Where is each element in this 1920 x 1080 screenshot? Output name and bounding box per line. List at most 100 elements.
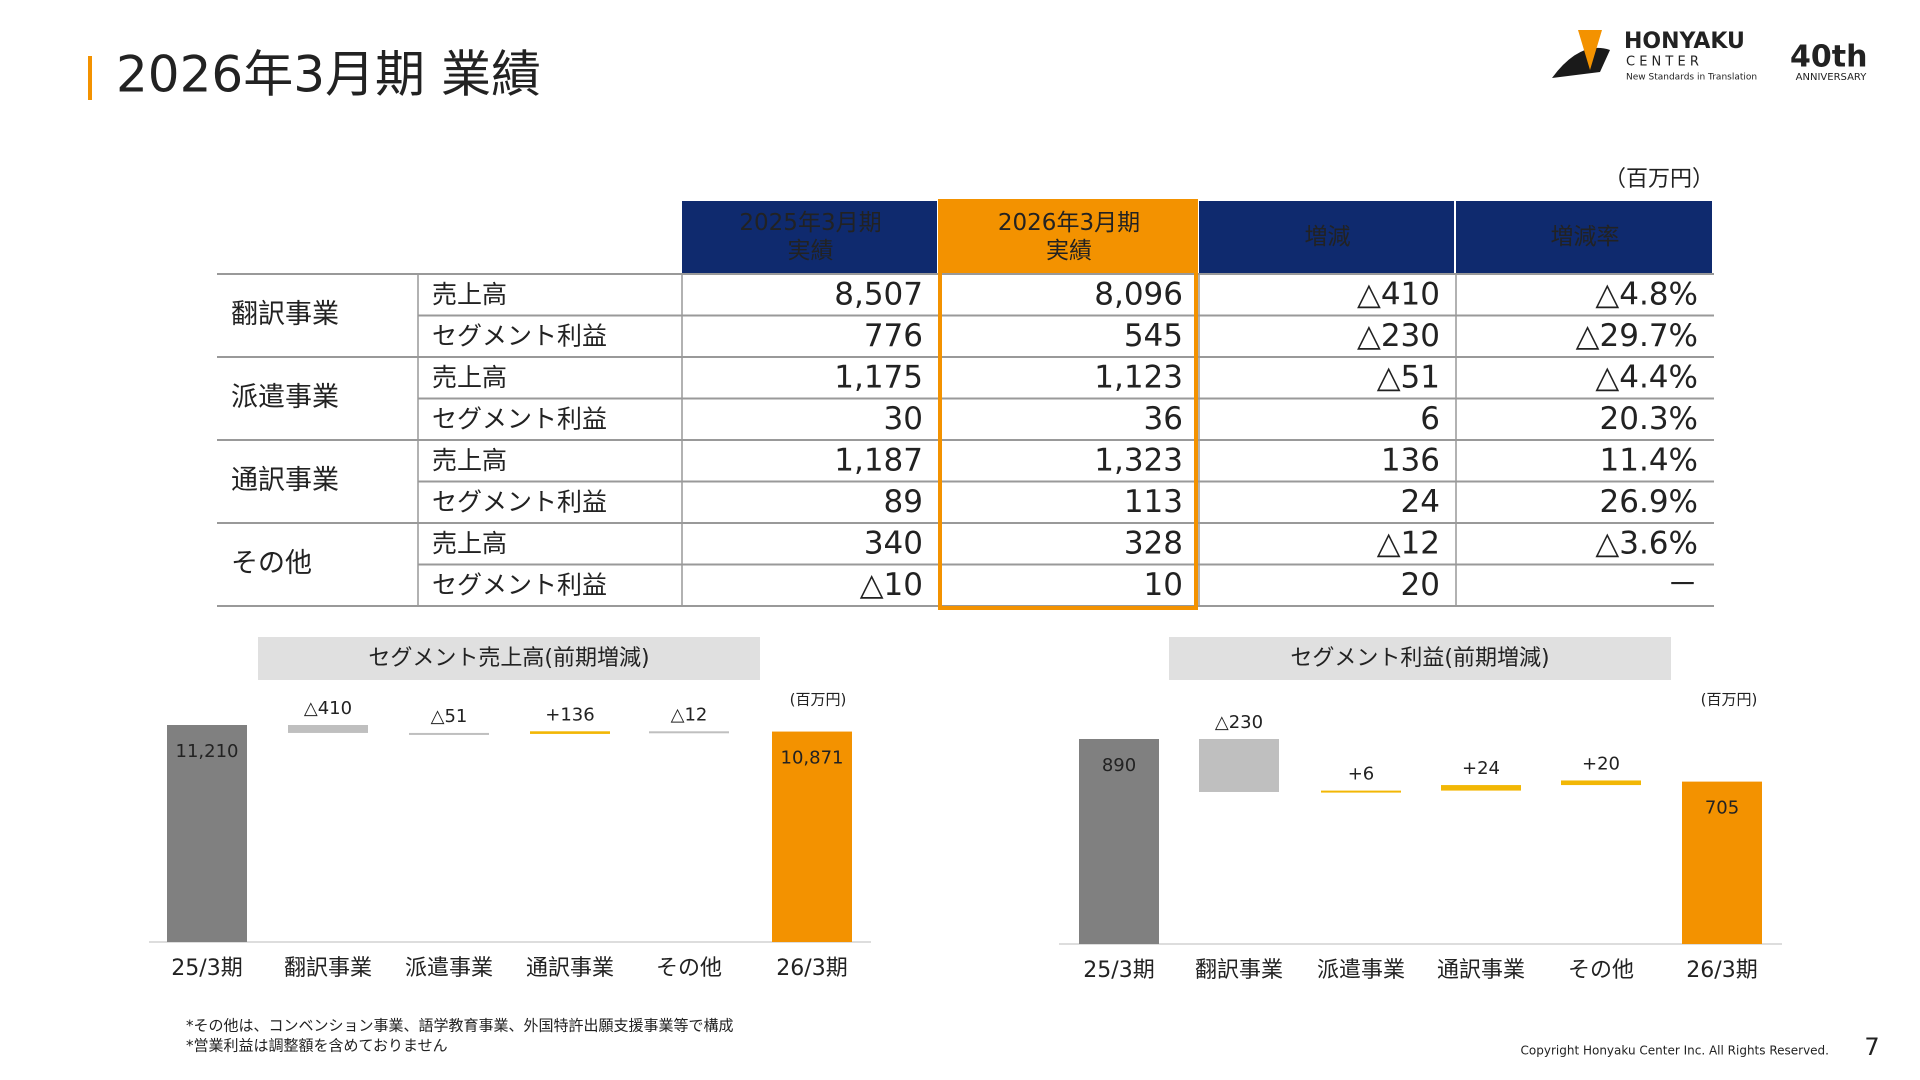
table-cell: 776 (864, 318, 923, 354)
data-label: 890 (1102, 755, 1136, 776)
row-item: 売上高 (432, 446, 507, 475)
bar (288, 725, 368, 733)
table-cell: 26.9% (1600, 484, 1698, 520)
table-cell: － (1667, 567, 1698, 603)
row-item: セグメント利益 (432, 487, 607, 516)
header-label: 増減率 (1551, 224, 1620, 250)
table-cell: 1,123 (1094, 359, 1183, 395)
header-label: 2025年3月期 (739, 210, 881, 236)
x-tick-label: 通訳事業 (526, 956, 614, 981)
footnote: *営業利益は調整額を含めておりません (186, 1037, 448, 1055)
group-label: 翻訳事業 (231, 299, 339, 330)
bar (1199, 739, 1279, 792)
copyright: Copyright Honyaku Center Inc. All Rights… (1521, 1044, 1829, 1058)
table-cell: △10 (860, 567, 923, 603)
table-cell: △230 (1357, 318, 1440, 354)
chart-unit: (百万円) (1701, 691, 1758, 709)
table-cell: △4.4% (1595, 359, 1698, 395)
footnote: *その他は、コンベンション事業、語学教育事業、外国特許出願支援事業等で構成 (186, 1017, 734, 1035)
logo-tagline: New Standards in Translation (1626, 73, 1757, 83)
data-label: +136 (545, 704, 594, 725)
table-cell: 1,187 (834, 442, 923, 478)
table-cell: 24 (1401, 484, 1440, 520)
page-number: 7 (1864, 1033, 1879, 1061)
chart-title: セグメント利益(前期増減) (1290, 646, 1549, 671)
row-item: セグメント利益 (432, 404, 607, 433)
row-item: 売上高 (432, 529, 507, 558)
table-cell: 8,507 (834, 276, 923, 312)
table-cell: △12 (1377, 525, 1440, 561)
header-label: 増減 (1305, 224, 1351, 250)
anniversary-label: ANNIVERSARY (1796, 72, 1868, 83)
table-cell: 113 (1124, 484, 1183, 520)
table-cell: 8,096 (1094, 276, 1183, 312)
bar (167, 725, 247, 942)
table-unit: （百万円） (1604, 167, 1714, 192)
bar (1441, 785, 1521, 791)
table-cell: 20.3% (1600, 401, 1698, 437)
table-cell: △4.8% (1595, 276, 1698, 312)
bar (1321, 790, 1401, 793)
header-label: 2026年3月期 (998, 210, 1140, 236)
header-cell (682, 201, 937, 274)
header-label: 実績 (1046, 238, 1092, 264)
x-tick-label: 25/3期 (171, 956, 242, 981)
table-cell: △51 (1377, 359, 1440, 395)
data-label: +20 (1582, 753, 1620, 774)
chart-title-box (1169, 637, 1671, 680)
chart-title: セグメント売上高(前期増減) (368, 646, 649, 671)
data-label: 10,871 (781, 748, 844, 769)
table-cell: 1,323 (1094, 442, 1183, 478)
table-cell: 20 (1401, 567, 1440, 603)
anniversary-number: 40th (1790, 40, 1867, 75)
x-tick-label: 派遣事業 (1317, 958, 1405, 983)
header-cell (939, 201, 1197, 274)
logo-name: HONYAKU (1624, 29, 1745, 54)
row-item: 売上高 (432, 363, 507, 392)
bar (409, 732, 489, 735)
logo-pen (1578, 30, 1602, 70)
logo-mark (1552, 47, 1610, 78)
table-cell: 89 (884, 484, 923, 520)
header-cell (1199, 201, 1454, 274)
chart-unit: (百万円) (790, 691, 847, 709)
table-cell: 328 (1124, 525, 1183, 561)
data-label: +6 (1348, 764, 1375, 785)
bar (649, 731, 729, 734)
bar (530, 731, 610, 734)
group-label: 通訳事業 (231, 465, 339, 496)
x-tick-label: 25/3期 (1083, 958, 1154, 983)
data-label: △230 (1215, 712, 1263, 733)
x-tick-label: 26/3期 (1686, 958, 1757, 983)
bar (772, 731, 852, 942)
bar (1079, 739, 1159, 944)
slide-title: 2026年3月期 業績 (116, 46, 541, 104)
table-cell: △29.7% (1576, 318, 1698, 354)
row-item: 売上高 (432, 280, 507, 309)
data-label: 705 (1705, 798, 1739, 819)
table-cell: 10 (1144, 567, 1183, 603)
highlight-column (938, 199, 1198, 610)
table-cell: △410 (1357, 276, 1440, 312)
chart-title-box (258, 637, 760, 680)
row-item: セグメント利益 (432, 321, 607, 350)
group-label: 派遣事業 (231, 382, 339, 413)
logo-sub: C E N T E R (1626, 55, 1699, 70)
table-cell: 545 (1124, 318, 1183, 354)
title-accent (88, 56, 92, 100)
x-tick-label: その他 (656, 956, 722, 981)
charts: セグメント売上高(前期増減) (百万円) 25/3期 11,210 翻訳事業 △410 派遣… (149, 637, 1782, 983)
table-cell: 30 (884, 401, 923, 437)
row-item: セグメント利益 (432, 570, 607, 599)
group-label: その他 (231, 548, 312, 579)
table-cell: 340 (864, 525, 923, 561)
table-cell: 36 (1144, 401, 1183, 437)
data-label: △12 (671, 704, 708, 725)
x-tick-label: 26/3期 (776, 956, 847, 981)
data-label: +24 (1462, 758, 1500, 779)
bar (1682, 781, 1762, 944)
bar (1561, 780, 1641, 786)
x-tick-label: 通訳事業 (1437, 958, 1525, 983)
